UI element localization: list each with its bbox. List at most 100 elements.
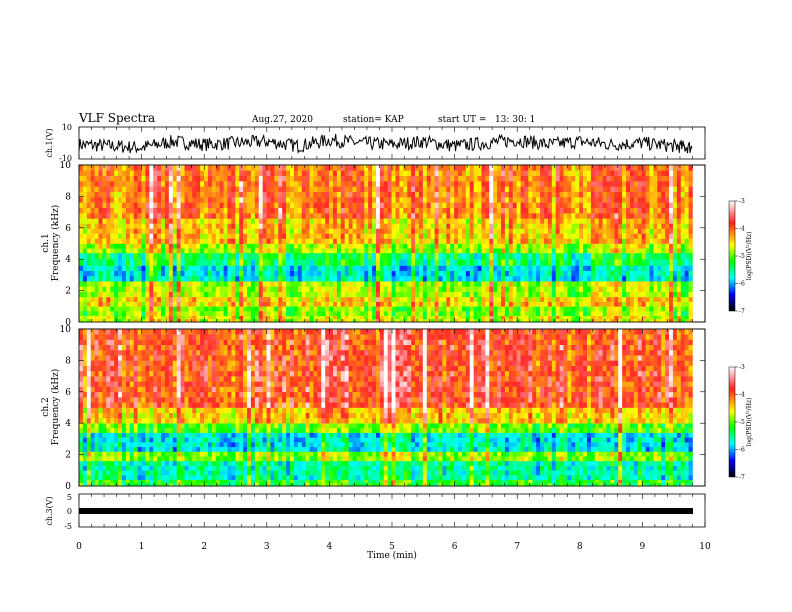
spectrogram-cell xyxy=(579,315,584,320)
spectrogram-cell xyxy=(102,306,107,312)
spectrogram-cell xyxy=(391,191,396,198)
spectrogram-cell xyxy=(465,248,471,254)
spectrogram-cell xyxy=(481,248,486,254)
spectrogram-cell xyxy=(157,228,162,234)
spectrogram-cell xyxy=(399,170,404,176)
spectrogram-cell xyxy=(579,233,584,239)
spectrogram-cell xyxy=(497,315,502,320)
spectrogram-cell xyxy=(231,275,236,282)
spectrogram-cell xyxy=(629,291,635,298)
spectrogram-cell xyxy=(661,315,666,320)
spectrogram-cell xyxy=(344,197,349,203)
spectrogram-cell xyxy=(415,259,420,266)
spectrogram-cell xyxy=(129,218,135,224)
spectrogram-cell xyxy=(536,233,541,239)
spectrogram-cell xyxy=(243,311,248,317)
spectrogram-cell xyxy=(485,170,490,176)
spectrogram-cell xyxy=(274,170,279,176)
spectrogram-cell xyxy=(114,259,119,266)
spectrogram-cell xyxy=(594,223,599,229)
spectrogram-cell xyxy=(317,170,322,176)
spectrogram-cell xyxy=(336,306,342,312)
spectrogram-cell xyxy=(641,248,646,254)
spectrogram-cell xyxy=(227,213,232,219)
spectrogram-cell xyxy=(274,252,279,260)
spectrogram-cell xyxy=(286,218,291,224)
spectrogram-cell xyxy=(305,228,310,234)
spectrogram-cell xyxy=(430,306,435,312)
spectrogram-cell xyxy=(239,252,244,260)
spectrogram-cell xyxy=(274,270,279,277)
spectrogram-cell xyxy=(391,291,396,298)
spectrogram-cell xyxy=(329,248,334,254)
spectrogram-cell xyxy=(258,213,263,219)
spectrogram-cell xyxy=(215,315,220,320)
spectrogram-cell xyxy=(481,191,486,198)
spectrogram-cell xyxy=(641,259,646,266)
spectrogram-cell xyxy=(243,259,248,266)
spectrogram-cell xyxy=(579,243,584,249)
spectrogram-cell xyxy=(418,213,424,219)
spectrogram-cell xyxy=(594,170,599,176)
spectrogram-cell xyxy=(622,270,627,277)
spectrogram-cell xyxy=(489,238,494,244)
spectrogram-cell xyxy=(610,291,615,298)
spectrogram-cell xyxy=(262,191,267,198)
spectrogram-cell xyxy=(90,265,95,272)
spectrogram-cell xyxy=(278,306,283,312)
spectrogram-cell xyxy=(649,218,654,224)
spectrogram-cell xyxy=(286,243,291,249)
spectrogram-cell xyxy=(125,191,131,198)
spectrogram-cell xyxy=(118,238,123,244)
spectrogram-cell xyxy=(501,270,506,277)
spectrogram-cell xyxy=(352,248,357,254)
spectrogram-cell xyxy=(403,248,408,254)
spectrogram-cell xyxy=(547,270,553,277)
spectrogram-cell xyxy=(469,259,474,266)
spectrogram-cell xyxy=(653,265,658,272)
spectrogram-cell xyxy=(125,275,131,282)
spectrogram-cell xyxy=(567,315,572,320)
spectrogram-cell xyxy=(133,318,138,323)
spectrogram-cell xyxy=(110,243,115,249)
spectrogram-cell xyxy=(98,301,103,307)
spectrogram-cell xyxy=(501,281,506,287)
spectrogram-cell xyxy=(536,186,541,192)
spectrogram-cell xyxy=(243,243,248,249)
spectrogram-cell xyxy=(293,306,299,312)
spectrogram-cell xyxy=(469,243,474,249)
spectrogram-cell xyxy=(282,296,287,302)
spectrogram-cell xyxy=(188,218,193,224)
spectrogram-cell xyxy=(461,175,467,182)
spectrogram-cell xyxy=(118,291,123,298)
spectrogram-cell xyxy=(477,259,482,266)
spectrogram-cell xyxy=(137,296,142,302)
spectrogram-cell xyxy=(458,315,463,320)
spectrogram-cell xyxy=(207,207,213,214)
spectrogram-cell xyxy=(192,315,197,320)
spectrogram-cell xyxy=(602,281,607,287)
spectrogram-cell xyxy=(520,281,525,287)
spectrogram-cell xyxy=(200,218,205,224)
spectrogram-cell xyxy=(618,233,623,239)
spectrogram-cell xyxy=(102,213,107,219)
spectrogram-cell xyxy=(278,238,283,244)
spectrogram-cell xyxy=(305,311,310,317)
spectrogram-cell xyxy=(524,170,529,176)
spectrogram-cell xyxy=(235,252,240,260)
spectrogram-cell xyxy=(266,170,271,176)
spectrogram-cell xyxy=(684,291,689,298)
spectrogram-cell xyxy=(184,275,189,282)
spectrogram-cell xyxy=(258,218,263,224)
spectrogram-cell xyxy=(407,238,412,244)
spectrogram-cell xyxy=(227,275,232,282)
spectrogram-cell xyxy=(297,301,303,307)
spectrogram-cell xyxy=(579,218,584,224)
spectrogram-cell xyxy=(532,202,537,209)
spectrogram-cell xyxy=(407,243,412,249)
spectrogram-cell xyxy=(661,223,666,229)
spectrogram-cell xyxy=(422,186,428,192)
spectrogram-cell xyxy=(418,311,424,317)
spectrogram-cell xyxy=(82,281,88,287)
spectrogram-cell xyxy=(403,238,408,244)
